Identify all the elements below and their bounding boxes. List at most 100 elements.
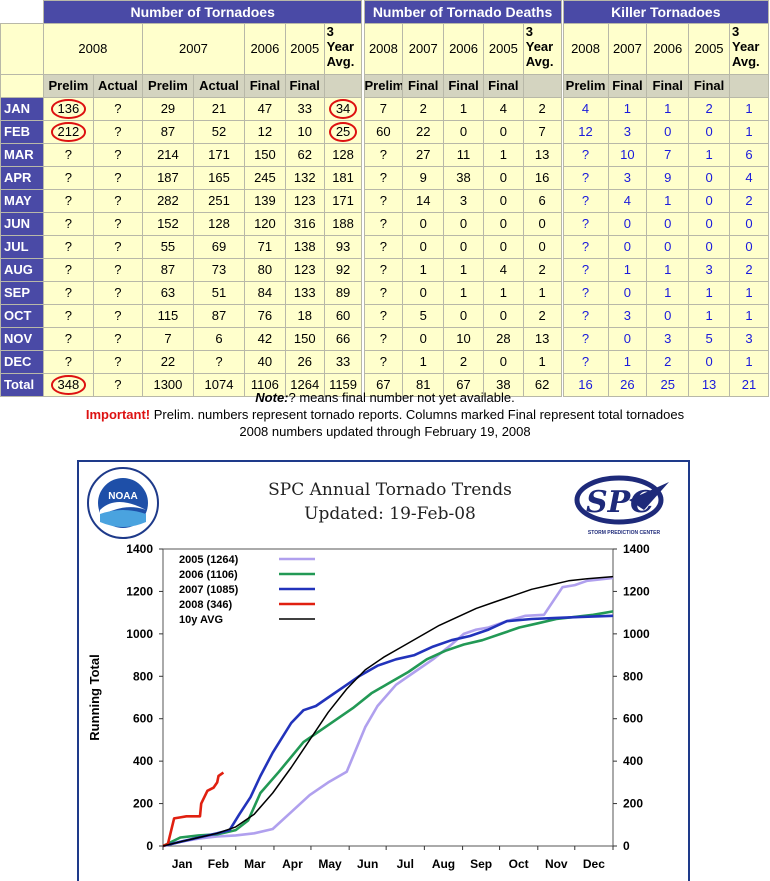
death-count-cell: ? <box>363 188 404 213</box>
tornado-count-cell: 150 <box>244 142 286 167</box>
killer-count-cell: 1 <box>728 280 770 305</box>
tornado-count-cell: 34 <box>323 96 363 121</box>
spacer <box>561 350 564 373</box>
tornado-count-cell: 150 <box>284 326 325 351</box>
tornado-count-cell: 25 <box>323 119 363 144</box>
year-header: 2005 <box>284 22 325 75</box>
table-row: APR?? 187 165 245 132 181? 9 38 0 16? 3 9 0 4 <box>0 165 770 190</box>
killer-count-cell: 6 <box>728 142 770 167</box>
spacer <box>361 189 364 212</box>
tornado-count-cell: ? <box>92 119 143 144</box>
killer-count-cell: 0 <box>607 280 648 305</box>
spacer <box>361 74 364 97</box>
table-row: Total 348? 1300 1074 1106 1264 1159 67 81 67 38 62 1… <box>0 372 770 397</box>
killer-count-cell: 1 <box>607 96 648 121</box>
death-count-cell: 67 <box>443 372 484 397</box>
sub-header: Final <box>482 73 524 98</box>
killer-count-cell: 25 <box>646 372 690 397</box>
chart-title: SPC Annual Tornado Trends <box>268 480 512 500</box>
y-tick-label: 200 <box>623 797 643 811</box>
death-count-cell: 13 <box>522 142 562 167</box>
highlight-circle: 348 <box>50 374 87 395</box>
killer-count-cell: ? <box>562 303 609 328</box>
tornado-count-cell: 212 <box>42 119 94 144</box>
tornado-count-cell: 87 <box>192 303 246 328</box>
death-count-cell: 60 <box>363 119 404 144</box>
spacer <box>561 189 564 212</box>
series-line-4 <box>162 771 225 848</box>
spacer <box>361 120 364 143</box>
month-label: MAR <box>0 142 44 167</box>
death-count-cell: 13 <box>522 326 562 351</box>
highlight-circle: 136 <box>50 98 87 119</box>
sub-header: Final <box>402 73 445 98</box>
y-tick-label: 800 <box>133 669 153 683</box>
series-line-2 <box>162 610 614 848</box>
killer-count-cell: 3 <box>607 119 648 144</box>
corner-blank <box>0 22 44 75</box>
highlight-circle: 34 <box>328 98 358 119</box>
killer-count-cell: ? <box>562 234 609 259</box>
tornado-count-cell: ? <box>92 142 143 167</box>
killer-count-cell: 13 <box>688 372 730 397</box>
death-count-cell: 0 <box>522 211 562 236</box>
month-label: AUG <box>0 257 44 282</box>
death-count-cell: 1 <box>522 280 562 305</box>
killer-count-cell: 0 <box>607 234 648 259</box>
killer-count-cell: ? <box>562 280 609 305</box>
killer-count-cell: 3 <box>728 326 770 351</box>
note-label: Note: <box>255 390 289 405</box>
tornado-count-cell: 52 <box>192 119 246 144</box>
spacer <box>361 212 364 235</box>
tornado-count-cell: 47 <box>244 96 286 121</box>
year-header: 2006 <box>646 22 690 75</box>
killer-count-cell: 2 <box>728 188 770 213</box>
y-tick-label: 1400 <box>126 542 153 556</box>
table-row: MAR?? 214 171 150 62 128? 27 11 1 13? 10 7 1 6 <box>0 142 770 167</box>
sub-header: Prelim <box>363 73 404 98</box>
updated-line: 2008 numbers updated through February 19… <box>0 424 770 439</box>
killer-count-cell: 1 <box>646 257 690 282</box>
table-row: NOV?? 7 6 42 150 66? 0 10 28 13? 0 3 5 3 <box>0 326 770 351</box>
year-header: 3 Year Avg. <box>522 22 562 75</box>
tornado-count-cell: 152 <box>141 211 194 236</box>
death-count-cell: 22 <box>402 119 445 144</box>
spacer <box>561 74 564 97</box>
tornado-count-cell: 282 <box>141 188 194 213</box>
tornado-count-cell: 10 <box>284 119 325 144</box>
note-line: Note:? means final number not yet availa… <box>0 390 770 405</box>
death-count-cell: 27 <box>402 142 445 167</box>
y-tick-label: 1400 <box>623 542 650 556</box>
month-label: JUL <box>0 234 44 259</box>
death-count-cell: ? <box>363 234 404 259</box>
tornado-count-cell: 73 <box>192 257 246 282</box>
chart-subtitle: Updated: 19-Feb-08 <box>304 504 476 524</box>
killer-count-cell: 5 <box>688 326 730 351</box>
killer-count-cell: 0 <box>688 349 730 374</box>
spacer <box>361 235 364 258</box>
death-count-cell: 0 <box>482 211 524 236</box>
tornado-count-cell: 60 <box>323 303 363 328</box>
killer-count-cell: 1 <box>607 349 648 374</box>
tornado-count-cell: 1159 <box>323 372 363 397</box>
tornado-stats-table: Number of Tornadoes Number of Tornado De… <box>0 0 770 397</box>
tornado-count-cell: 136 <box>42 96 94 121</box>
sub-header: Actual <box>192 73 246 98</box>
series-line-3 <box>162 614 614 848</box>
tornado-count-cell: 80 <box>244 257 286 282</box>
tornado-count-cell: 22 <box>141 349 194 374</box>
tornado-count-cell: 171 <box>192 142 246 167</box>
death-count-cell: 0 <box>402 211 445 236</box>
tornado-count-cell: 7 <box>141 326 194 351</box>
series-line-1 <box>162 576 614 848</box>
death-count-cell: 0 <box>443 303 484 328</box>
y-tick-label: 600 <box>133 712 153 726</box>
tornado-count-cell: 66 <box>323 326 363 351</box>
tornado-count-cell: 245 <box>244 165 286 190</box>
death-count-cell: 0 <box>482 234 524 259</box>
death-count-cell: 1 <box>443 257 484 282</box>
killer-count-cell: 2 <box>688 96 730 121</box>
tornado-count-cell: 187 <box>141 165 194 190</box>
x-tick-label: Nov <box>545 857 568 871</box>
x-tick-label: Aug <box>432 857 455 871</box>
